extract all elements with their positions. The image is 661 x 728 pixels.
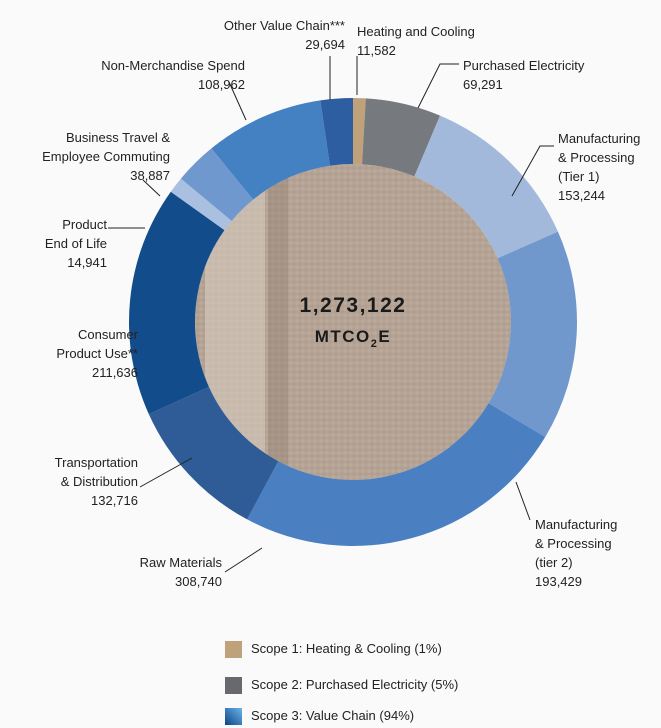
category-label: Business Travel & Employee Commuting [42, 128, 170, 166]
category-label: Non-Merchandise Spend [101, 56, 245, 75]
category-label: Transportation & Distribution [55, 453, 138, 491]
category-label: Purchased Electricity [463, 56, 584, 75]
page: 1,273,122 MTCO2E (() => { const data = J… [0, 0, 661, 728]
legend-swatch [225, 708, 242, 725]
legend-label: Scope 1: Heating & Cooling (1%) [251, 641, 442, 656]
segment-label: Other Value Chain***29,694 [224, 16, 345, 54]
legend-label: Scope 3: Value Chain (94%) [251, 708, 414, 723]
value-label: 211,636 [56, 363, 138, 382]
value-label: 69,291 [463, 75, 584, 94]
category-label: Consumer Product Use** [56, 325, 138, 363]
value-label: 14,941 [45, 253, 107, 272]
value-label: 153,244 [558, 186, 640, 205]
category-label: Manufacturing & Processing (Tier 1) [558, 129, 640, 186]
value-label: 108,962 [101, 75, 245, 94]
legend-swatch [225, 641, 242, 658]
value-label: 193,429 [535, 572, 617, 591]
unit-subscript: 2 [371, 338, 379, 350]
category-label: Raw Materials [140, 553, 222, 572]
segment-label: Manufacturing & Processing (Tier 1)153,2… [558, 129, 640, 205]
value-label: 132,716 [55, 491, 138, 510]
unit-part: E [378, 327, 391, 346]
category-label: Heating and Cooling [357, 22, 475, 41]
value-label: 11,582 [357, 41, 475, 60]
segment-label: Manufacturing & Processing (tier 2)193,4… [535, 515, 617, 591]
value-label: 38,887 [42, 166, 170, 185]
segment-label: Consumer Product Use**211,636 [56, 325, 138, 382]
category-label: Product End of Life [45, 215, 107, 253]
category-label: Manufacturing & Processing (tier 2) [535, 515, 617, 572]
category-label: Other Value Chain*** [224, 16, 345, 35]
center-total: 1,273,122 [300, 294, 407, 317]
value-label: 308,740 [140, 572, 222, 591]
legend-swatch [225, 677, 242, 694]
value-label: 29,694 [224, 35, 345, 54]
unit-part: MTCO [315, 327, 371, 346]
legend-label: Scope 2: Purchased Electricity (5%) [251, 677, 458, 692]
